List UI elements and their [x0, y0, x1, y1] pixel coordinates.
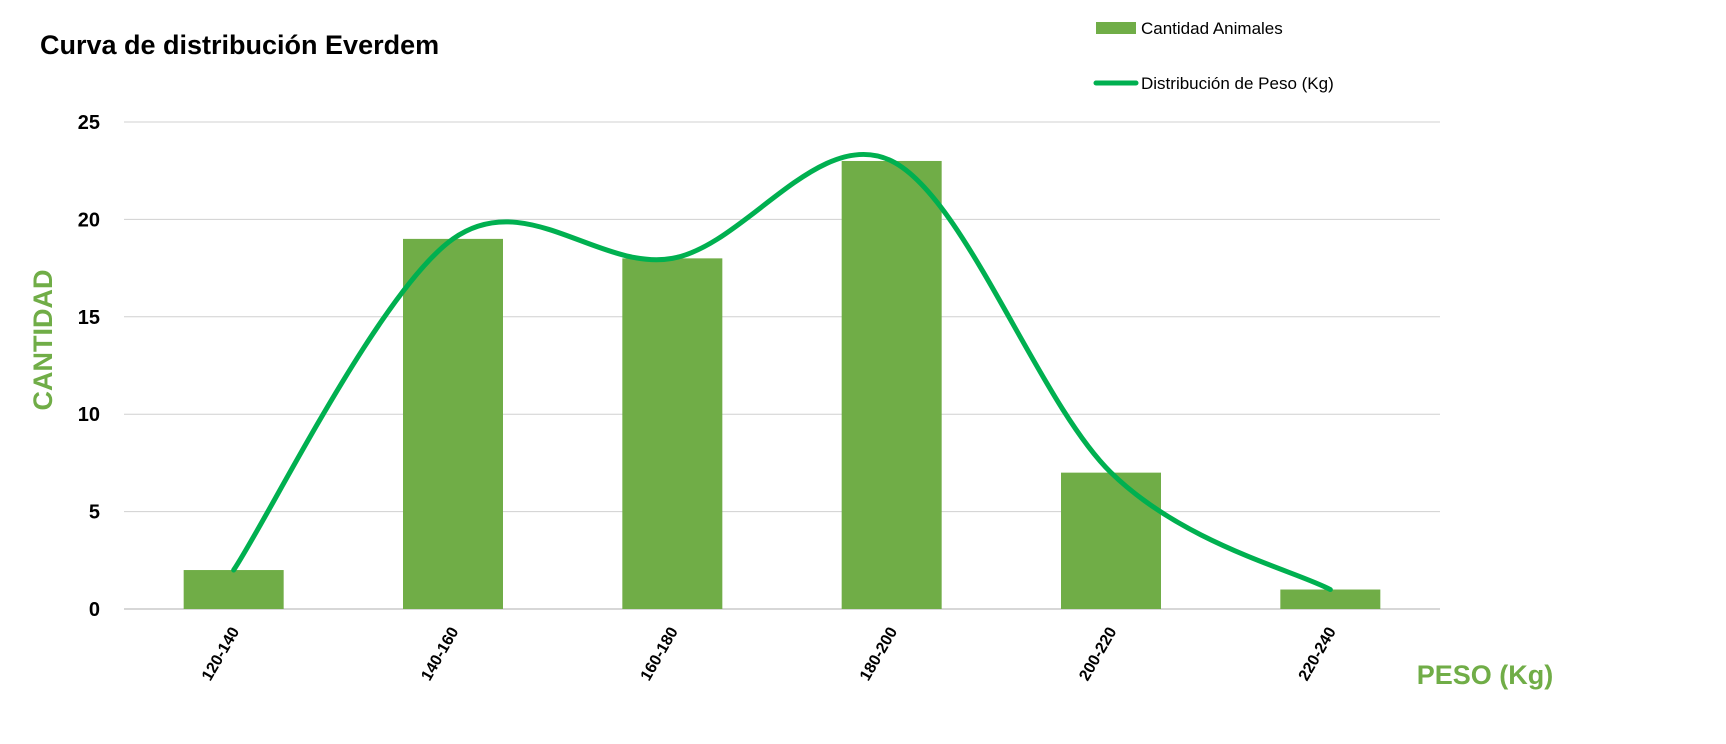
y-axis-ticks: 0 5 10 15 20 25 [78, 112, 100, 621]
x-tick-label: 140-160 [418, 624, 462, 683]
y-tick-label: 20 [78, 209, 100, 231]
x-tick-label: 200-220 [1076, 624, 1120, 683]
x-tick-label: 220-240 [1296, 624, 1340, 683]
y-tick-label: 10 [78, 404, 100, 426]
legend-bar-label: Cantidad Animales [1141, 19, 1283, 38]
bar [622, 258, 723, 609]
bar [403, 238, 503, 609]
bar [841, 160, 942, 609]
bar-series [183, 160, 1381, 609]
x-tick-label: 160-180 [638, 624, 682, 683]
bar [1061, 472, 1161, 609]
y-tick-label: 5 [89, 502, 100, 524]
gridlines [124, 121, 1440, 610]
x-tick-label: 120-140 [199, 624, 243, 683]
y-tick-label: 0 [89, 599, 100, 621]
legend-bar-swatch [1096, 22, 1136, 34]
x-axis-ticks: 120-140 140-160 160-180 180-200 200-220 220-2… [199, 624, 1340, 683]
x-axis-label: PESO (Kg) [1417, 660, 1554, 690]
legend: Cantidad Animales Distribución de Peso (… [1093, 19, 1334, 93]
bar [1280, 589, 1381, 609]
distribution-line [231, 151, 1333, 593]
x-tick-label: 180-200 [857, 624, 901, 683]
legend-line-label: Distribución de Peso (Kg) [1141, 74, 1334, 93]
chart-title: Curva de distribución Everdem [40, 30, 439, 60]
y-axis-label: CANTIDAD [28, 270, 58, 411]
y-tick-label: 15 [78, 307, 100, 329]
line-series [231, 151, 1333, 593]
bar [183, 570, 284, 609]
y-tick-label: 25 [78, 112, 100, 134]
